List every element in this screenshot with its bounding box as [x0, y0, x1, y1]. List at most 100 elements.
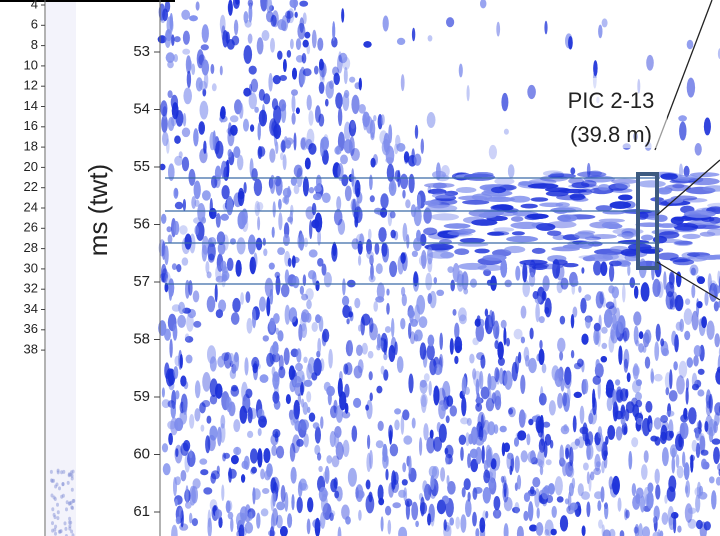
texture: [308, 143, 317, 155]
texture: [263, 93, 271, 105]
texture: [329, 80, 334, 90]
texture: [429, 429, 434, 439]
texture: [572, 306, 578, 318]
texture: [386, 163, 395, 182]
tick-label: 57: [133, 273, 150, 290]
texture: [378, 227, 387, 243]
texture: [684, 485, 689, 494]
tick-label: 56: [133, 215, 150, 232]
texture: [205, 261, 210, 274]
texture: [568, 465, 575, 478]
texture: [299, 0, 309, 7]
texture: [396, 143, 406, 152]
texture: [461, 487, 466, 498]
texture: [168, 283, 173, 301]
texture: [669, 369, 673, 390]
texture: [334, 490, 340, 499]
texture: [303, 379, 313, 387]
texture: [244, 357, 249, 376]
texture: [609, 528, 616, 536]
texture: [460, 446, 464, 461]
texture: [421, 394, 427, 413]
texture: [664, 184, 691, 192]
texture: [300, 137, 306, 150]
texture: [187, 59, 193, 71]
texture: [446, 17, 455, 28]
texture: [171, 34, 175, 46]
texture: [292, 67, 297, 80]
texture: [709, 282, 718, 302]
texture: [564, 498, 569, 505]
texture: [444, 447, 449, 455]
texture: [604, 223, 623, 229]
texture: [376, 282, 385, 301]
texture: [175, 390, 180, 400]
texture: [252, 308, 257, 329]
texture: [482, 254, 507, 261]
texture: [640, 495, 645, 513]
texture: [487, 373, 492, 391]
texture: [51, 507, 55, 512]
texture: [687, 507, 697, 514]
texture: [429, 290, 437, 309]
texture: [174, 355, 181, 367]
texture: [299, 17, 305, 33]
texture: [294, 420, 302, 432]
texture: [207, 242, 216, 261]
texture: [503, 327, 507, 346]
texture: [369, 392, 373, 402]
texture: [449, 517, 455, 526]
texture: [579, 405, 585, 424]
texture: [189, 512, 193, 524]
texture: [586, 443, 591, 461]
texture: [541, 486, 550, 500]
texture: [331, 36, 338, 48]
texture: [592, 388, 596, 408]
texture: [247, 430, 254, 438]
texture: [206, 415, 212, 424]
texture: [494, 367, 500, 383]
texture: [276, 445, 285, 459]
texture: [594, 432, 601, 446]
texture: [597, 500, 602, 512]
texture: [445, 415, 450, 424]
tick-label: 32: [24, 281, 38, 296]
texture: [420, 496, 425, 517]
texture: [329, 512, 334, 521]
texture: [302, 401, 309, 415]
texture: [60, 470, 64, 475]
texture: [652, 278, 661, 297]
texture: [270, 493, 275, 512]
texture: [185, 485, 189, 504]
texture: [185, 501, 192, 509]
texture: [588, 474, 592, 492]
texture: [702, 185, 720, 192]
tick-label: 38: [24, 342, 38, 357]
texture: [259, 296, 266, 312]
texture: [353, 206, 363, 223]
texture: [675, 433, 684, 451]
texture: [358, 77, 362, 91]
texture: [664, 494, 668, 504]
texture: [683, 407, 688, 420]
texture: [527, 183, 559, 189]
texture: [562, 392, 567, 407]
texture: [299, 285, 304, 295]
texture: [56, 502, 59, 507]
texture: [170, 402, 176, 419]
texture: [413, 271, 419, 287]
texture: [581, 333, 589, 345]
texture: [479, 517, 486, 533]
texture: [514, 455, 520, 473]
texture: [445, 454, 449, 465]
texture: [257, 122, 261, 141]
texture: [660, 173, 678, 180]
texture: [692, 383, 699, 391]
texture: [226, 195, 234, 216]
tick-label: 8: [31, 37, 38, 52]
texture: [475, 446, 482, 465]
texture: [645, 401, 653, 413]
texture: [596, 461, 601, 468]
texture: [538, 438, 546, 453]
texture: [586, 501, 591, 518]
